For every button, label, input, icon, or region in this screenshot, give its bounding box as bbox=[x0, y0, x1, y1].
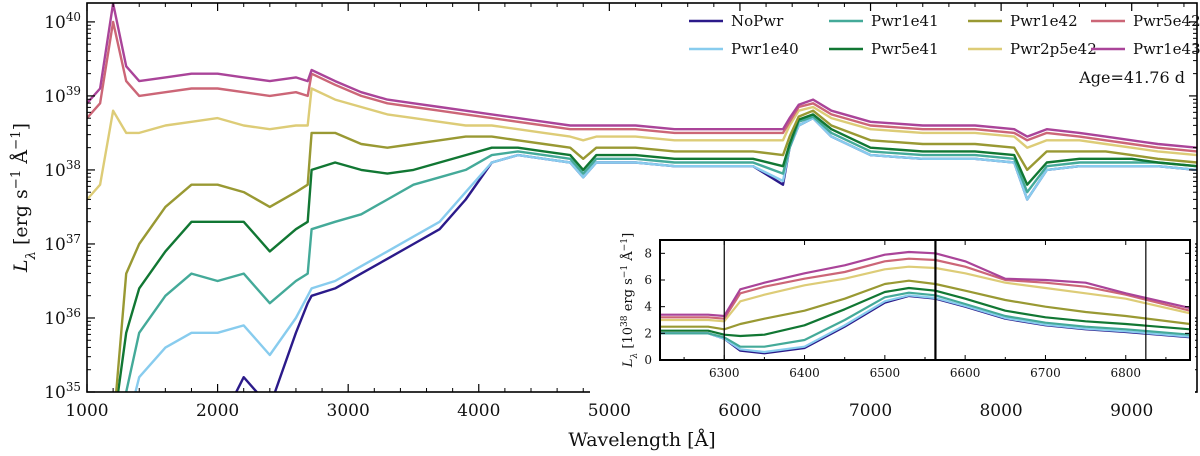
inset-y-axis-label: Lλ [1038 erg s−1 Å−1] bbox=[620, 233, 640, 368]
y-tick-label: 1038 bbox=[44, 158, 81, 181]
inset-series-line-pwr5e41 bbox=[660, 286, 1190, 338]
x-tick-label: 7000 bbox=[849, 401, 892, 421]
y-tick-label: 1037 bbox=[44, 232, 81, 255]
x-tick-label: 9000 bbox=[1110, 401, 1153, 421]
legend-label-pwr2p5e42: Pwr2p5e42 bbox=[1010, 40, 1097, 58]
inset-y-tick-label: 2 bbox=[644, 326, 652, 340]
inset-x-tick-label: 6300 bbox=[709, 366, 740, 380]
series-line-pwr1e42 bbox=[115, 109, 1197, 392]
y-axis-label: Lλ [erg s−1 Å−1] bbox=[9, 123, 39, 273]
legend-label-pwr1e42: Pwr1e42 bbox=[1010, 12, 1078, 30]
inset-x-tick-label: 6400 bbox=[789, 366, 820, 380]
inset-series-line-pwr1e40 bbox=[660, 294, 1190, 354]
inset-y-tick-label: 4 bbox=[644, 300, 652, 314]
legend-label-nopwr: NoPwr bbox=[731, 12, 784, 30]
x-tick-label: 3000 bbox=[327, 401, 370, 421]
series-line-pwr1e41 bbox=[124, 115, 1197, 392]
inset-y-tick-label: 0 bbox=[644, 353, 652, 367]
x-tick-label: 1000 bbox=[65, 401, 108, 421]
series-line-pwr1e43 bbox=[87, 3, 1197, 149]
y-tick-label: 1036 bbox=[44, 306, 81, 329]
inset-y-tick-label: 6 bbox=[644, 273, 652, 287]
inset-series-line-pwr5e42 bbox=[660, 257, 1190, 320]
legend-label-pwr1e41: Pwr1e41 bbox=[871, 12, 939, 30]
legend-label-pwr5e41: Pwr5e41 bbox=[871, 40, 939, 58]
inset-series-line-pwr1e42 bbox=[660, 279, 1190, 331]
inset-background bbox=[590, 236, 1195, 396]
y-tick-label: 1039 bbox=[44, 84, 81, 107]
y-tick-label: 1035 bbox=[44, 380, 81, 403]
inset-x-tick-label: 6700 bbox=[1030, 366, 1061, 380]
x-tick-label: 5000 bbox=[588, 401, 631, 421]
series-line-pwr1e40 bbox=[134, 116, 1197, 392]
inset-series-line-pwr1e41 bbox=[660, 291, 1190, 348]
x-tick-label: 2000 bbox=[196, 401, 239, 421]
series-line-pwr2p5e42 bbox=[87, 87, 1197, 201]
age-annotation: Age=41.76 d bbox=[1078, 68, 1185, 87]
inset-plot: 6300 6400 6500 6600 6700 6800 0 2 4 6 8 Lλ [1038 er… bbox=[590, 233, 1195, 396]
inset-series-line-pwr1e43 bbox=[660, 250, 1190, 318]
inset-y-tick-label: 8 bbox=[644, 246, 652, 260]
inset-x-tick-label: 6800 bbox=[1110, 366, 1141, 380]
legend: NoPwr Pwr1e40 Pwr1e41 Pwr5e41 Pwr1e42 Pwr2p5e… bbox=[689, 12, 1200, 58]
y-tick-label: 1040 bbox=[44, 10, 81, 33]
inset-series-line-pwr2p5e42 bbox=[660, 265, 1190, 323]
legend-label-pwr5e42: Pwr5e42 bbox=[1133, 12, 1200, 30]
x-tick-label: 4000 bbox=[457, 401, 500, 421]
legend-label-pwr1e43: Pwr1e43 bbox=[1133, 40, 1200, 58]
x-axis-label: Wavelength [Å] bbox=[568, 429, 715, 451]
series-line-pwr5e41 bbox=[116, 113, 1197, 392]
main-plot: 1000 2000 3000 4000 5000 6000 7000 8000 9000 1035… bbox=[9, 2, 1198, 451]
x-tick-label: 6000 bbox=[718, 401, 761, 421]
x-tick-label: 8000 bbox=[979, 401, 1022, 421]
inset-x-tick-label: 6500 bbox=[870, 366, 901, 380]
legend-label-pwr1e40: Pwr1e40 bbox=[731, 40, 799, 58]
inset-x-tick-label: 6600 bbox=[950, 366, 981, 380]
series-line-pwr5e42 bbox=[87, 20, 1197, 153]
